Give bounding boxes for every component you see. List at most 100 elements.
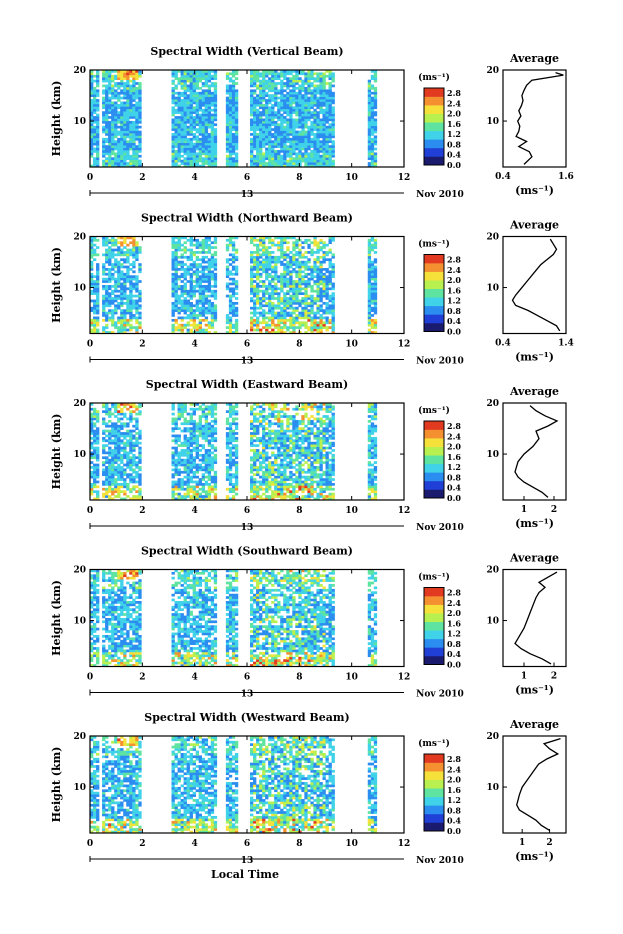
heatmap-cell [274, 94, 277, 97]
heatmap-cell [374, 244, 377, 247]
heatmap-cell [105, 280, 108, 283]
heatmap-cell [250, 111, 253, 114]
heatmap-cell [259, 297, 262, 300]
heatmap-cell [277, 278, 280, 281]
heatmap-cell [172, 99, 175, 102]
heatmap-cell [262, 263, 265, 266]
heatmap-cell [117, 442, 120, 445]
heatmap-cell [132, 138, 135, 141]
heatmap-cell [259, 244, 262, 247]
heatmap-cell [199, 270, 202, 273]
heatmap-cell [235, 89, 238, 92]
heatmap-cell [111, 89, 114, 92]
heatmap-cell [332, 295, 335, 298]
heatmap-cell [120, 244, 123, 247]
heatmap-cell [316, 114, 319, 117]
heatmap-cell [196, 80, 199, 83]
heatmap-cell [371, 268, 374, 271]
heatmap-cell [111, 317, 114, 320]
heatmap-cell [114, 485, 117, 488]
heatmap-cell [132, 145, 135, 148]
heatmap-cell [307, 319, 310, 322]
heatmap-cell [184, 85, 187, 88]
heatmap-cell [332, 326, 335, 329]
heatmap-cell [108, 452, 111, 455]
heatmap-cell [117, 290, 120, 293]
heatmap-cell [295, 302, 298, 305]
heatmap-cell [123, 128, 126, 131]
heatmap-cell [175, 302, 178, 305]
heatmap-cell [298, 143, 301, 146]
heatmap-cell [138, 106, 141, 109]
heatmap-cell [126, 126, 129, 129]
heatmap-cell [102, 326, 105, 329]
heatmap-cell [108, 466, 111, 469]
heatmap-cell [187, 89, 190, 92]
heatmap-cell [319, 314, 322, 317]
heatmap-cell [181, 261, 184, 264]
heatmap-cell [175, 422, 178, 425]
heatmap-cell [371, 85, 374, 88]
heatmap-cell [199, 121, 202, 124]
heatmap-cell [105, 452, 108, 455]
heatmap-cell [295, 160, 298, 163]
heatmap-cell [96, 143, 99, 146]
heatmap-cell [117, 261, 120, 264]
heatmap-cell [111, 468, 114, 471]
heatmap-cell [316, 99, 319, 102]
heatmap-cell [187, 106, 190, 109]
heatmap-cell [211, 109, 214, 112]
heatmap-cell [329, 116, 332, 119]
heatmap-cell [226, 126, 229, 129]
heatmap-cell [253, 258, 256, 261]
colorbar-tick-label: 2.4 [447, 265, 461, 275]
heatmap-cell [108, 464, 111, 467]
heatmap-cell [187, 249, 190, 252]
heatmap-cell [274, 162, 277, 165]
heatmap-cell [126, 152, 129, 155]
heatmap-cell [292, 97, 295, 100]
heatmap-cell [184, 300, 187, 303]
heatmap-cell [132, 249, 135, 252]
heatmap-cell [214, 314, 217, 317]
heatmap-cell [259, 126, 262, 129]
heatmap-cell [202, 135, 205, 138]
heatmap-cell [371, 145, 374, 148]
heatmap-cell [232, 99, 235, 102]
heatmap-cell [289, 72, 292, 75]
heatmap-cell [114, 435, 117, 438]
heatmap-cell [301, 256, 304, 259]
heatmap-cell [184, 495, 187, 498]
heatmap-cell [190, 150, 193, 153]
heatmap-cell [298, 140, 301, 143]
heatmap-cell [286, 133, 289, 136]
heatmap-cell [181, 140, 184, 143]
heatmap-cell [214, 278, 217, 281]
heatmap-cell [93, 280, 96, 283]
heatmap-cell [178, 97, 181, 100]
heatmap-cell [126, 304, 129, 307]
heatmap-cell [117, 478, 120, 481]
heatmap-cell [120, 249, 123, 252]
heatmap-cell [307, 285, 310, 288]
heatmap-cell [211, 121, 214, 124]
heatmap-cell [126, 297, 129, 300]
heatmap-cell [184, 287, 187, 290]
heatmap-cell [129, 263, 132, 266]
heatmap-cell [178, 143, 181, 146]
heatmap-cell [102, 268, 105, 271]
heatmap-cell [202, 152, 205, 155]
heatmap-cell [108, 410, 111, 413]
heatmap-cell [205, 244, 208, 247]
heatmap-cell [175, 119, 178, 122]
heatmap-cell [190, 312, 193, 315]
heatmap-cell [280, 123, 283, 126]
heatmap-cell [283, 116, 286, 119]
heatmap-cell [129, 466, 132, 469]
heatmap-cell [187, 280, 190, 283]
heatmap-cell [178, 285, 181, 288]
heatmap-cell [304, 106, 307, 109]
heatmap-cell [313, 326, 316, 329]
heatmap-cell [298, 131, 301, 134]
heatmap-cell [274, 126, 277, 129]
